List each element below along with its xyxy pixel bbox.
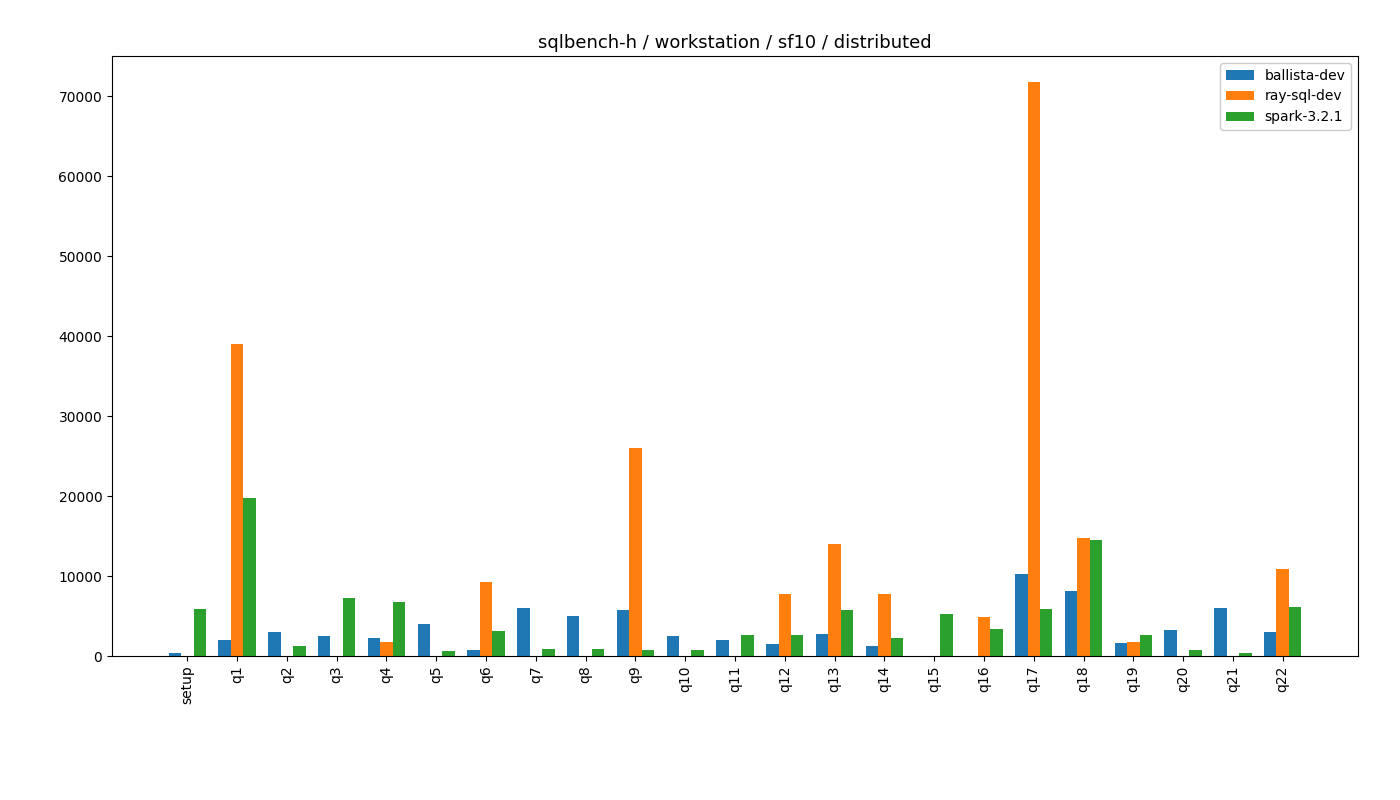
Bar bbox=[1239, 653, 1252, 656]
Bar bbox=[1140, 635, 1152, 656]
Bar bbox=[381, 642, 392, 656]
Bar bbox=[1114, 643, 1127, 656]
Bar bbox=[218, 640, 231, 656]
Bar bbox=[442, 651, 455, 656]
Bar bbox=[829, 544, 841, 656]
Bar bbox=[517, 608, 529, 656]
Bar bbox=[1264, 632, 1277, 656]
Bar bbox=[1040, 609, 1053, 656]
Bar bbox=[1190, 650, 1201, 656]
Bar bbox=[1015, 574, 1028, 656]
Bar bbox=[318, 636, 330, 656]
Bar bbox=[293, 646, 305, 656]
Bar bbox=[692, 650, 704, 656]
Bar bbox=[629, 448, 641, 656]
Title: sqlbench-h / workstation / sf10 / distributed: sqlbench-h / workstation / sf10 / distri… bbox=[538, 34, 932, 52]
Bar bbox=[1165, 630, 1177, 656]
Bar bbox=[990, 629, 1002, 656]
Bar bbox=[542, 649, 554, 656]
Bar bbox=[666, 636, 679, 656]
Bar bbox=[592, 649, 605, 656]
Bar bbox=[480, 582, 493, 656]
Bar bbox=[717, 640, 729, 656]
Bar bbox=[1214, 608, 1226, 656]
Bar bbox=[741, 635, 753, 656]
Bar bbox=[168, 653, 181, 656]
Bar bbox=[417, 624, 430, 656]
Bar bbox=[878, 594, 890, 656]
Bar bbox=[567, 616, 580, 656]
Bar bbox=[392, 602, 405, 656]
Bar bbox=[244, 498, 256, 656]
Bar bbox=[1289, 607, 1302, 656]
Legend: ballista-dev, ray-sql-dev, spark-3.2.1: ballista-dev, ray-sql-dev, spark-3.2.1 bbox=[1221, 63, 1351, 130]
Bar bbox=[890, 638, 903, 656]
Bar bbox=[766, 644, 778, 656]
Bar bbox=[941, 614, 953, 656]
Bar bbox=[791, 635, 804, 656]
Bar bbox=[269, 632, 280, 656]
Bar bbox=[1127, 642, 1140, 656]
Bar bbox=[1078, 538, 1089, 656]
Bar bbox=[493, 631, 505, 656]
Bar bbox=[778, 594, 791, 656]
Bar bbox=[1028, 82, 1040, 656]
Bar bbox=[977, 617, 990, 656]
Bar bbox=[193, 609, 206, 656]
Bar bbox=[841, 610, 853, 656]
Bar bbox=[617, 610, 629, 656]
Bar bbox=[368, 638, 381, 656]
Bar bbox=[641, 650, 654, 656]
Bar bbox=[468, 650, 480, 656]
Bar bbox=[1277, 569, 1289, 656]
Bar bbox=[865, 646, 878, 656]
Bar bbox=[1065, 591, 1078, 656]
Bar bbox=[231, 344, 244, 656]
Bar bbox=[816, 634, 829, 656]
Bar bbox=[1089, 540, 1102, 656]
Bar bbox=[343, 598, 356, 656]
